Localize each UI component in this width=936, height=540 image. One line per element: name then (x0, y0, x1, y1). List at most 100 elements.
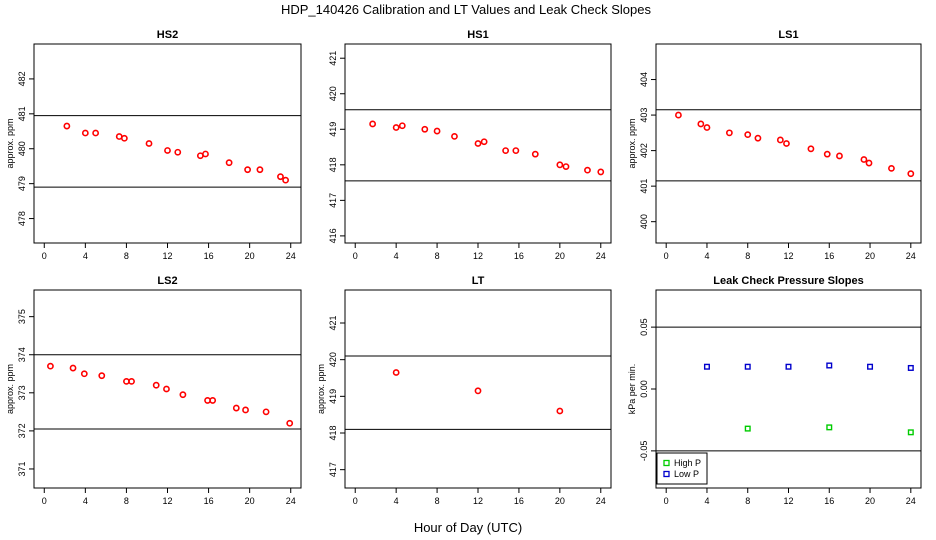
y-tick-label: 372 (17, 423, 27, 438)
y-tick-label: 373 (17, 385, 27, 400)
x-axis-label: Hour of Day (UTC) (414, 520, 522, 535)
x-tick-label: 24 (596, 496, 606, 506)
data-point (174, 148, 182, 156)
data-point (398, 122, 406, 130)
data-point (754, 134, 762, 142)
data-point (242, 406, 249, 414)
data-point (128, 377, 135, 385)
panel-title: HS2 (157, 29, 178, 41)
x-tick-label: 4 (704, 251, 709, 261)
x-tick-label: 24 (286, 496, 296, 506)
data-point (69, 364, 77, 372)
x-tick-label: 8 (435, 496, 440, 506)
y-tick-label: 401 (639, 179, 649, 194)
legend-label: Low P (674, 469, 699, 479)
x-tick-label: 16 (824, 251, 834, 261)
data-point (81, 129, 89, 137)
data-point (531, 150, 539, 158)
panel-title: LS2 (157, 275, 177, 287)
panel-ls1: LS1 0 4 8 12 16 20 24 400 401 402 403 404 approx. ppm (627, 29, 922, 261)
y-axis-label: kPa per min. (627, 364, 637, 415)
x-tick-label: 0 (353, 251, 358, 261)
x-tick-label: 16 (514, 496, 524, 506)
data-point (277, 173, 284, 181)
y-tick-label: 400 (639, 214, 649, 229)
plot-frame (33, 43, 302, 244)
data-point-low-p (703, 363, 710, 370)
data-point (865, 159, 873, 167)
x-tick-label: 12 (473, 496, 483, 506)
data-point (145, 140, 153, 147)
x-tick-label: 8 (745, 496, 750, 506)
data-point (807, 145, 815, 153)
legend-box (656, 452, 708, 485)
data-point (202, 150, 209, 158)
data-point (433, 127, 441, 135)
data-point (120, 134, 128, 142)
y-tick-label: 402 (639, 143, 649, 158)
data-point (697, 120, 705, 128)
x-tick-label: 0 (664, 496, 669, 506)
data-point (783, 140, 790, 147)
y-tick-label: 478 (17, 211, 27, 226)
data-point (392, 124, 400, 131)
figure-title: HDP_140426 Calibration and LT Values and… (281, 2, 652, 17)
x-tick-label: 0 (42, 496, 47, 506)
y-tick-label: 417 (328, 193, 338, 208)
y-tick-label: -0.05 (639, 441, 649, 462)
x-tick-label: 0 (42, 251, 47, 261)
x-tick-label: 12 (473, 251, 483, 261)
y-tick-label: 416 (328, 228, 338, 243)
data-point (98, 372, 106, 380)
x-tick-label: 24 (596, 251, 606, 261)
y-tick-label: 420 (328, 86, 338, 101)
data-point-high-p (907, 429, 914, 436)
data-point (584, 166, 591, 174)
y-tick-label: 371 (17, 461, 27, 476)
data-point (225, 159, 233, 167)
data-point (63, 122, 71, 130)
x-tick-label: 8 (124, 251, 129, 261)
data-point (80, 370, 88, 378)
data-point (369, 120, 377, 128)
y-tick-label: 403 (639, 108, 649, 123)
y-tick-label: 374 (17, 347, 27, 362)
y-tick-label: 418 (328, 425, 338, 440)
plot-frame (33, 289, 302, 489)
data-point (92, 129, 100, 137)
legend-marker-low-p (663, 470, 670, 478)
data-point (282, 176, 289, 184)
y-tick-label: 417 (328, 462, 338, 477)
data-point (556, 161, 564, 169)
legend-marker-high-p (663, 459, 670, 467)
data-point (164, 147, 171, 154)
data-point (836, 152, 843, 160)
data-point (860, 156, 868, 163)
panel-title: LS1 (778, 29, 798, 41)
x-tick-label: 16 (824, 496, 834, 506)
x-tick-label: 24 (906, 496, 916, 506)
data-point-high-p (744, 425, 751, 432)
data-point (474, 387, 482, 395)
x-tick-label: 4 (394, 496, 399, 506)
data-point (421, 125, 429, 133)
y-tick-label: 418 (328, 157, 338, 172)
x-tick-label: 12 (162, 251, 172, 261)
x-tick-label: 4 (704, 496, 709, 506)
y-tick-label: 404 (639, 72, 649, 87)
data-point (556, 407, 564, 415)
y-tick-label: 482 (17, 71, 27, 86)
x-tick-label: 4 (394, 251, 399, 261)
x-tick-label: 20 (555, 251, 565, 261)
data-point (907, 170, 915, 178)
data-point-high-p (826, 424, 833, 431)
data-point-low-p (907, 364, 914, 371)
data-point (597, 168, 605, 176)
data-point (888, 164, 895, 172)
panel-lt: LT 0 4 8 12 16 20 24 417 418 419 420 421 approx. ppm (316, 275, 612, 506)
x-tick-label: 12 (783, 496, 793, 506)
x-tick-label: 4 (83, 251, 88, 261)
x-tick-label: 4 (83, 496, 88, 506)
panel-ls2: LS2 0 4 8 12 16 20 24 371 372 373 374 375 approx. ppm (5, 275, 302, 506)
